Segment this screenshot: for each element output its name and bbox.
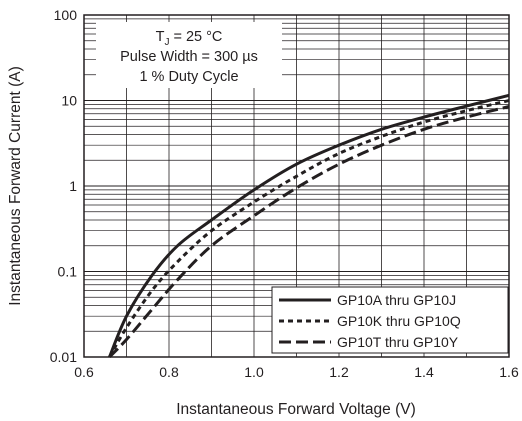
annotation-duty-cycle: 1 % Duty Cycle bbox=[139, 69, 238, 85]
x-axis-title: Instantaneous Forward Voltage (V) bbox=[176, 401, 416, 418]
conditions-annotation: TJ = 25 °C Pulse Width = 300 µs 1 % Duty… bbox=[96, 22, 282, 88]
y-tick-label: 10 bbox=[61, 93, 77, 109]
y-axis-title: Instantaneous Forward Current (A) bbox=[7, 66, 24, 306]
x-tick-label: 0.8 bbox=[159, 364, 179, 380]
legend-label-gp10t: GP10T thru GP10Y bbox=[337, 334, 459, 350]
legend-label-gp10k: GP10K thru GP10Q bbox=[337, 313, 461, 329]
annotation-temperature-value: = 25 °C bbox=[169, 29, 222, 45]
y-tick-label: 0.1 bbox=[58, 264, 78, 280]
x-tick-label: 0.6 bbox=[74, 364, 94, 380]
annotation-t: T bbox=[156, 29, 165, 45]
y-tick-label: 0.01 bbox=[50, 349, 77, 365]
legend-label-gp10a: GP10A thru GP10J bbox=[337, 292, 456, 308]
x-tick-label: 1.4 bbox=[414, 364, 434, 380]
annotation-pulse-width: Pulse Width = 300 µs bbox=[120, 49, 258, 65]
legend: GP10A thru GP10J GP10K thru GP10Q GP10T … bbox=[272, 287, 508, 353]
x-tick-label: 1.2 bbox=[329, 364, 349, 380]
y-tick-label: 1 bbox=[69, 178, 77, 194]
x-tick-label: 1.6 bbox=[499, 364, 519, 380]
x-tick-label: 1.0 bbox=[244, 364, 264, 380]
y-tick-label: 100 bbox=[54, 7, 78, 23]
